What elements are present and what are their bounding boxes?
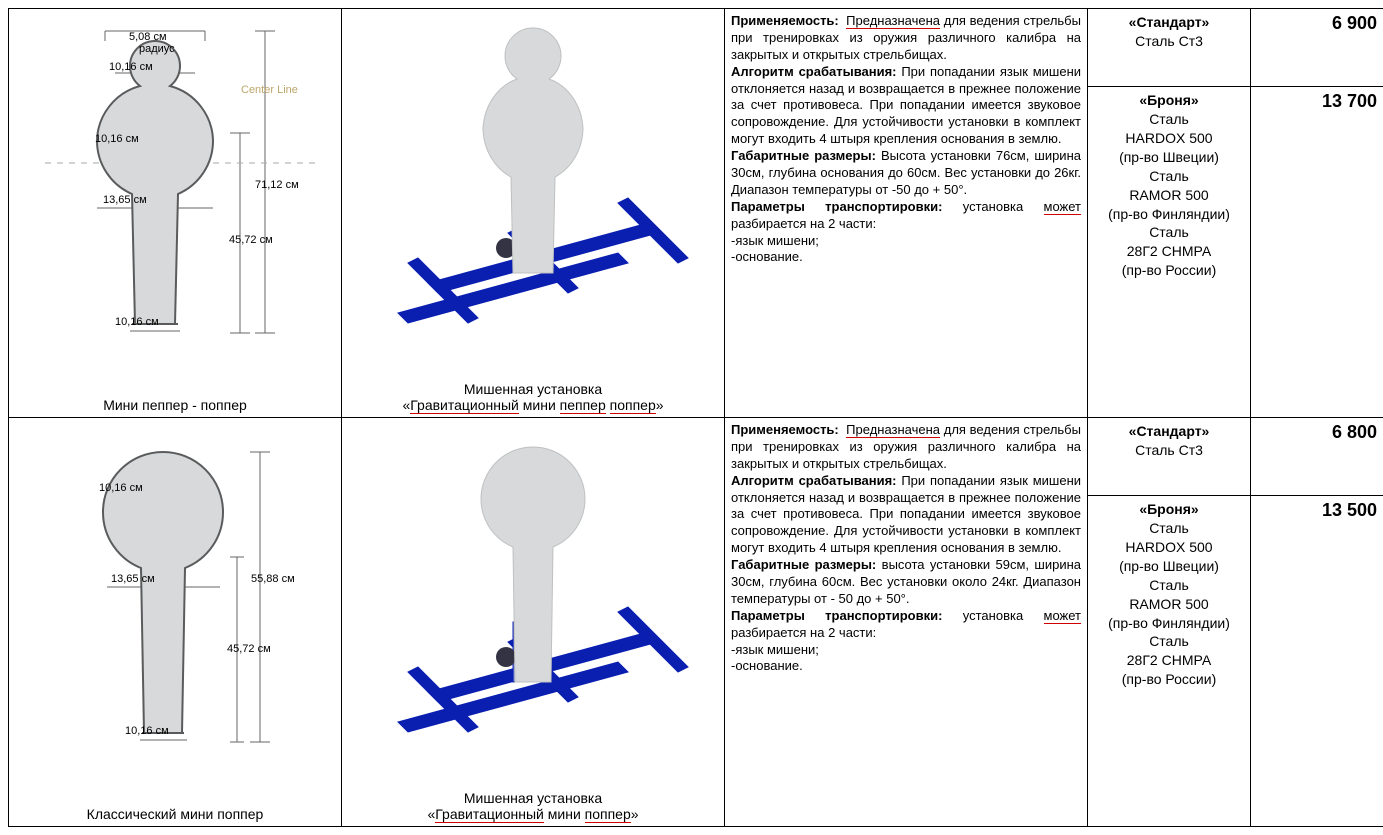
price-standard-1: 6 900 bbox=[1251, 9, 1383, 87]
diagram-caption-1: Мини пеппер - поппер bbox=[9, 397, 341, 413]
vl: (пр-во России) bbox=[1122, 671, 1216, 687]
render-u3: поппер bbox=[610, 397, 656, 414]
variant-line: Сталь Ст3 bbox=[1135, 442, 1203, 458]
render-line1: Мишенная установка bbox=[464, 790, 602, 806]
diagram-pepper-popper bbox=[25, 13, 325, 373]
dim-centerline: Center Line bbox=[241, 84, 298, 96]
vl: (пр-во России) bbox=[1122, 262, 1216, 278]
render-u2: пеппер bbox=[560, 397, 606, 414]
desc-h1: Применяемость: bbox=[731, 422, 839, 437]
desc-h3: Габаритные размеры: bbox=[731, 148, 876, 163]
vl: Сталь bbox=[1149, 111, 1189, 127]
desc-p4a: установка bbox=[942, 608, 1043, 623]
render-pepper-popper bbox=[358, 13, 708, 353]
desc-h1: Применяемость: bbox=[731, 13, 839, 28]
desc-li2: -основание. bbox=[731, 658, 803, 673]
dim-base-w: 10,16 см bbox=[115, 316, 159, 328]
dim-base-w2: 10,16 см bbox=[125, 725, 169, 737]
vl: Сталь bbox=[1149, 168, 1189, 184]
vl: HARDOX 500 bbox=[1125, 539, 1212, 555]
variant-standard-1: «Стандарт» Сталь Ст3 bbox=[1088, 9, 1251, 87]
variant-title: «Броня» bbox=[1139, 501, 1198, 517]
vl: RAMOR 500 bbox=[1129, 187, 1208, 203]
dim-circle-w2: 13,65 см bbox=[111, 573, 155, 585]
render-u1: Гравитационный bbox=[410, 397, 519, 414]
variant-armor-2: «Броня» Сталь HARDOX 500 (пр-во Швеции) … bbox=[1088, 496, 1251, 827]
desc-h4: Параметры транспортировки: bbox=[731, 608, 942, 623]
render-u1b: Гравитационный bbox=[435, 806, 544, 823]
vl: Сталь bbox=[1149, 520, 1189, 536]
desc-u1: Предназначена bbox=[846, 13, 940, 29]
desc-p4a: установка bbox=[942, 199, 1043, 214]
vl: HARDOX 500 bbox=[1125, 130, 1212, 146]
dim-radius: 5,08 см bbox=[129, 31, 167, 43]
variant-standard-2: «Стандарт» Сталь Ст3 bbox=[1088, 418, 1251, 496]
render-caption-1: Мишенная установка «Гравитационный мини … bbox=[342, 381, 724, 413]
dim-total-h2: 55,88 см bbox=[251, 573, 295, 585]
vl: (пр-во Швеции) bbox=[1119, 149, 1219, 165]
price-armor-1: 13 700 bbox=[1251, 87, 1383, 418]
q-close: » bbox=[656, 397, 664, 413]
vl: (пр-во Швеции) bbox=[1119, 558, 1219, 574]
q-close: » bbox=[631, 806, 639, 822]
dim-neck-w: 10,16 см bbox=[109, 61, 153, 73]
desc-p4b: разбирается на 2 части: bbox=[731, 625, 876, 640]
price-standard-2: 6 800 bbox=[1251, 418, 1383, 496]
vl: 28Г2 СНМРА bbox=[1127, 652, 1211, 668]
render-midb: мини bbox=[544, 806, 585, 822]
vl: 28Г2 СНМРА bbox=[1127, 243, 1211, 259]
dim-circle-arrow: 10,16 см bbox=[95, 133, 139, 145]
render-cell-1: Мишенная установка «Гравитационный мини … bbox=[342, 9, 725, 418]
desc-h2: Алгоритм срабатывания: bbox=[731, 473, 897, 488]
dim-body-h: 45,72 см bbox=[229, 234, 273, 246]
price-armor-2: 13 500 bbox=[1251, 496, 1383, 827]
variant-title: «Броня» bbox=[1139, 92, 1198, 108]
vl: Сталь bbox=[1149, 577, 1189, 593]
desc-li1: -язык мишени; bbox=[731, 233, 819, 248]
vl: (пр-во Финляндии) bbox=[1108, 615, 1230, 631]
description-cell-2: Применяемость: Предназначена для ведения… bbox=[725, 418, 1088, 827]
desc-h4: Параметры транспортировки: bbox=[731, 199, 942, 214]
diagram-caption-2: Классический мини поппер bbox=[9, 806, 341, 822]
vl: RAMOR 500 bbox=[1129, 596, 1208, 612]
vl: Сталь bbox=[1149, 633, 1189, 649]
dim-body-h2: 45,72 см bbox=[227, 643, 271, 655]
desc-h3: Габаритные размеры: bbox=[731, 557, 876, 572]
description-cell-1: Применяемость: Предназначена для ведения… bbox=[725, 9, 1088, 418]
vl: Сталь bbox=[1149, 224, 1189, 240]
render-u2b: поппер bbox=[585, 806, 631, 823]
variant-line: Сталь Ст3 bbox=[1135, 33, 1203, 49]
dim-total-h: 71,12 см bbox=[255, 179, 299, 191]
render-classic-popper bbox=[358, 422, 708, 762]
render-cell-2: Мишенная установка «Гравитационный мини … bbox=[342, 418, 725, 827]
diagram-classic-popper bbox=[25, 422, 325, 782]
render-line1: Мишенная установка bbox=[464, 381, 602, 397]
product-catalog-table: 5,08 см радиус 10,16 см Center Line 10,1… bbox=[8, 8, 1383, 827]
desc-p4b: разбирается на 2 части: bbox=[731, 216, 876, 231]
desc-li2: -основание. bbox=[731, 249, 803, 264]
desc-u4: может bbox=[1044, 199, 1081, 215]
dim-circle-w: 13,65 см bbox=[103, 194, 147, 206]
variant-title: «Стандарт» bbox=[1129, 14, 1210, 30]
dim-radius-sub: радиус bbox=[139, 43, 175, 55]
render-caption-2: Мишенная установка «Гравитационный мини … bbox=[342, 790, 724, 822]
variant-title: «Стандарт» bbox=[1129, 423, 1210, 439]
diagram-cell-pepper-popper: 5,08 см радиус 10,16 см Center Line 10,1… bbox=[9, 9, 342, 418]
desc-h2: Алгоритм срабатывания: bbox=[731, 64, 897, 79]
vl: (пр-во Финляндии) bbox=[1108, 206, 1230, 222]
desc-u1: Предназначена bbox=[846, 422, 940, 438]
diagram-cell-classic-popper: 10,16 см 13,65 см 55,88 см 45,72 см 10,1… bbox=[9, 418, 342, 827]
desc-li1: -язык мишени; bbox=[731, 642, 819, 657]
desc-u4: может bbox=[1044, 608, 1081, 624]
render-mid: мини bbox=[519, 397, 560, 413]
variant-armor-1: «Броня» Сталь HARDOX 500 (пр-во Швеции) … bbox=[1088, 87, 1251, 418]
dim-circle-arrow2: 10,16 см bbox=[99, 482, 143, 494]
